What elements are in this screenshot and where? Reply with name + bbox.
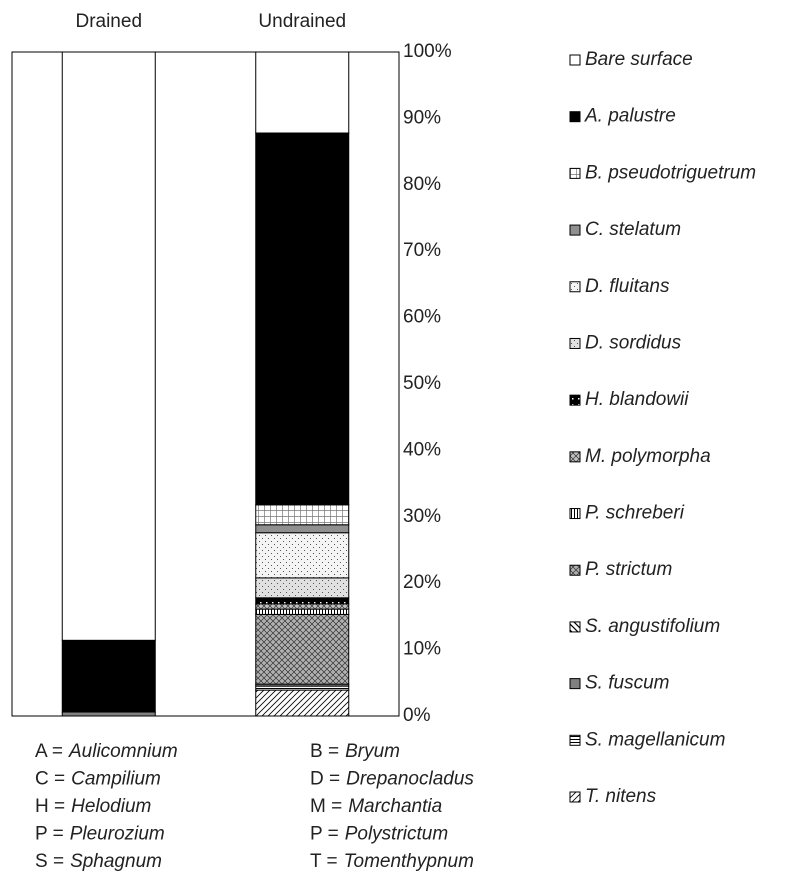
legend-swatch	[569, 54, 581, 66]
y-tick-label: 30%	[403, 506, 441, 527]
abbreviation-genus: Pleurozium	[70, 824, 165, 845]
abbreviation-code: A =	[35, 741, 63, 762]
legend-swatch	[569, 621, 581, 633]
abbreviation-code: B =	[310, 741, 339, 762]
abbreviation-genus: Aulicomnium	[68, 741, 178, 762]
abbreviation-genus: Tomenthypnum	[344, 851, 474, 872]
abbreviation: H = Helodium	[35, 796, 151, 817]
abbreviation-genus: Marchantia	[348, 796, 442, 817]
abbreviation: C = Campilium	[35, 769, 161, 790]
y-tick-label: 10%	[403, 639, 441, 660]
legend-label: S. magellanicum	[585, 729, 725, 750]
abbreviation-code: M =	[310, 796, 342, 817]
abbreviation-genus: Helodium	[71, 796, 151, 817]
bar-segment	[255, 132, 350, 506]
legend-label: D. fluitans	[585, 276, 670, 297]
abbreviation: D = Drepanocladus	[310, 769, 474, 790]
legend-label: A. palustre	[584, 106, 676, 127]
abbreviation-code: S =	[35, 851, 64, 872]
bar-segment	[61, 639, 156, 713]
bar-segment	[255, 577, 350, 599]
legend-swatch	[569, 224, 581, 236]
bar-segment	[61, 51, 156, 641]
legend-swatch	[569, 791, 581, 803]
bar-segment	[255, 689, 350, 717]
bar-segment	[255, 597, 350, 605]
abbreviation: S = Sphagnum	[35, 851, 162, 872]
legend-label: D. sordidus	[585, 332, 682, 353]
legend-label: T. nitens	[585, 786, 657, 807]
abbreviation: B = Bryum	[310, 741, 400, 762]
bar-segment	[255, 524, 350, 534]
legend-label: C. stelatum	[585, 219, 681, 240]
legend-swatch	[569, 394, 581, 406]
legend-swatch	[569, 451, 581, 463]
bar-segment	[255, 613, 350, 685]
legend-swatch	[569, 337, 581, 349]
y-tick-label: 90%	[403, 107, 441, 128]
legend-label: P. strictum	[585, 559, 672, 580]
legend-swatch	[569, 564, 581, 576]
abbreviation-code: T =	[310, 851, 338, 872]
y-tick-label: 60%	[403, 307, 441, 328]
abbreviation-code: C =	[35, 769, 65, 790]
y-tick-label: 50%	[403, 373, 441, 394]
abbreviation-genus: Campilium	[71, 769, 161, 790]
legend-label: M. polymorpha	[585, 446, 711, 467]
abbreviation: P = Polystrictum	[310, 824, 448, 845]
y-tick-label: 40%	[403, 439, 441, 460]
legend-label: H. blandowii	[585, 389, 689, 410]
bar-segment	[255, 504, 350, 526]
legend-label: B. pseudotriguetrum	[585, 162, 756, 183]
legend-label: S. fuscum	[585, 673, 669, 694]
y-tick-label: 70%	[403, 240, 441, 261]
legend-swatch	[569, 281, 581, 293]
legend-swatch	[569, 508, 581, 520]
y-tick-label: 100%	[403, 41, 452, 62]
bar-segment	[255, 685, 350, 691]
y-tick-label: 80%	[403, 174, 441, 195]
abbreviation: P = Pleurozium	[35, 824, 165, 845]
bar-segment	[255, 51, 350, 134]
abbreviation-genus: Drepanocladus	[346, 769, 474, 790]
x-tick-label: Undrained	[258, 11, 346, 32]
legend-swatch	[569, 111, 581, 123]
bar-segment	[255, 603, 350, 610]
abbreviation: M = Marchantia	[310, 796, 442, 817]
bar-segment	[255, 532, 350, 579]
abbreviation-genus: Bryum	[345, 741, 400, 762]
legend-label: P. schreberi	[585, 503, 685, 524]
x-tick-label: Drained	[75, 11, 142, 32]
bar-segment	[61, 711, 156, 717]
legend-swatch	[569, 167, 581, 179]
abbreviation-genus: Polystrictum	[345, 824, 448, 845]
abbreviation-code: D =	[310, 769, 340, 790]
abbreviation-code: H =	[35, 796, 65, 817]
legend-swatch	[569, 734, 581, 746]
legend-label: S. angustifolium	[585, 616, 720, 637]
bar-segment	[255, 608, 350, 615]
abbreviation-code: P =	[35, 824, 64, 845]
y-tick-label: 0%	[403, 705, 431, 726]
abbreviation-genus: Sphagnum	[70, 851, 162, 872]
legend-swatch	[569, 678, 581, 690]
legend-label: Bare surface	[585, 49, 693, 70]
y-tick-label: 20%	[403, 572, 441, 593]
plot-frame	[11, 51, 400, 717]
abbreviation-code: P =	[310, 824, 339, 845]
abbreviation: T = Tomenthypnum	[310, 851, 474, 872]
abbreviation: A = Aulicomnium	[35, 741, 178, 762]
